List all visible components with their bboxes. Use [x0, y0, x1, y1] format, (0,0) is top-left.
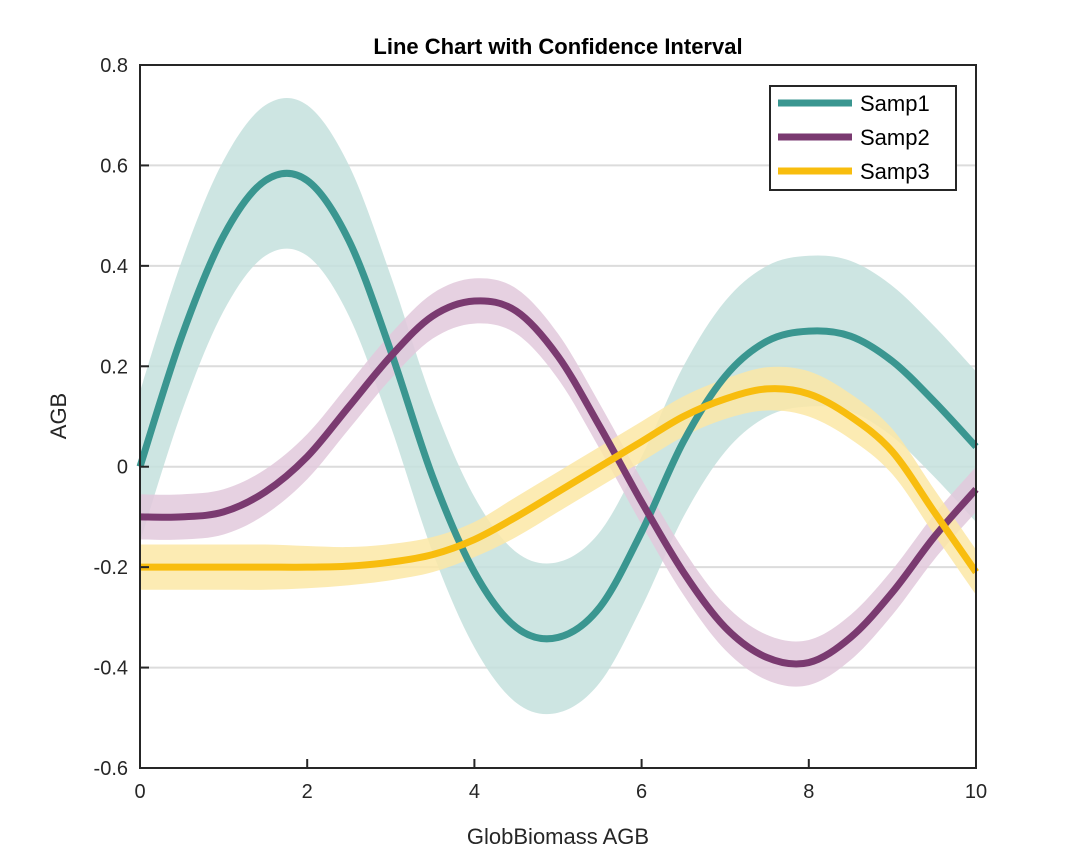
y-tick-label: 0.8: [100, 55, 128, 77]
confidence-band-samp1: [140, 97, 976, 715]
x-axis-title: GlobBiomass AGB: [467, 824, 649, 849]
y-tick-label: 0.2: [100, 356, 128, 378]
y-tick-label: -0.4: [94, 658, 128, 680]
y-tick-label: -0.6: [94, 758, 128, 780]
y-tick-label: -0.2: [94, 557, 128, 579]
series-line-samp1: [136, 169, 979, 643]
chart-title: Line Chart with Confidence Interval: [373, 34, 742, 59]
y-axis-title: AGB: [46, 393, 71, 439]
plot-area-frame: [139, 64, 977, 769]
legend: Samp1 Samp2 Samp3: [769, 85, 957, 191]
x-tick-label: 2: [302, 781, 313, 803]
axis-ticks: 0 2 4 6 8 10 -0.6 -0.4 -0.2 0 0.2 0.4 0.6 0.8: [94, 55, 988, 803]
x-tick-label: 8: [803, 781, 814, 803]
series-line-samp2: [139, 297, 979, 668]
legend-entries: Samp1 Samp2 Samp3: [778, 91, 930, 184]
series-lines: [136, 169, 979, 668]
series-line-samp3: [140, 385, 979, 575]
x-tick-label: 10: [965, 781, 987, 803]
legend-label-samp3: Samp3: [860, 159, 930, 184]
y-tick-label: 0.4: [100, 256, 128, 278]
y-tick-label: 0: [117, 457, 128, 479]
legend-label-samp1: Samp1: [860, 91, 930, 116]
confidence-band-samp3: [140, 366, 976, 595]
y-tick-label: 0.6: [100, 155, 128, 177]
legend-label-samp2: Samp2: [860, 125, 930, 150]
x-tick-label: 4: [469, 781, 480, 803]
x-tick-label: 0: [134, 781, 145, 803]
x-tick-label: 6: [636, 781, 647, 803]
